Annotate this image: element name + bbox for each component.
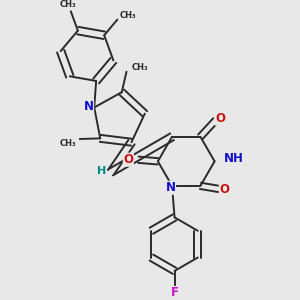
Text: F: F — [171, 286, 178, 299]
Text: NH: NH — [224, 152, 244, 165]
Text: N: N — [84, 100, 94, 113]
Text: CH₃: CH₃ — [119, 11, 136, 20]
Text: CH₃: CH₃ — [59, 139, 76, 148]
Text: CH₃: CH₃ — [59, 0, 76, 9]
Text: H: H — [97, 166, 106, 176]
Text: N: N — [166, 181, 176, 194]
Text: O: O — [219, 183, 229, 196]
Text: O: O — [215, 112, 225, 125]
Text: CH₃: CH₃ — [131, 63, 148, 72]
Text: O: O — [123, 153, 133, 166]
